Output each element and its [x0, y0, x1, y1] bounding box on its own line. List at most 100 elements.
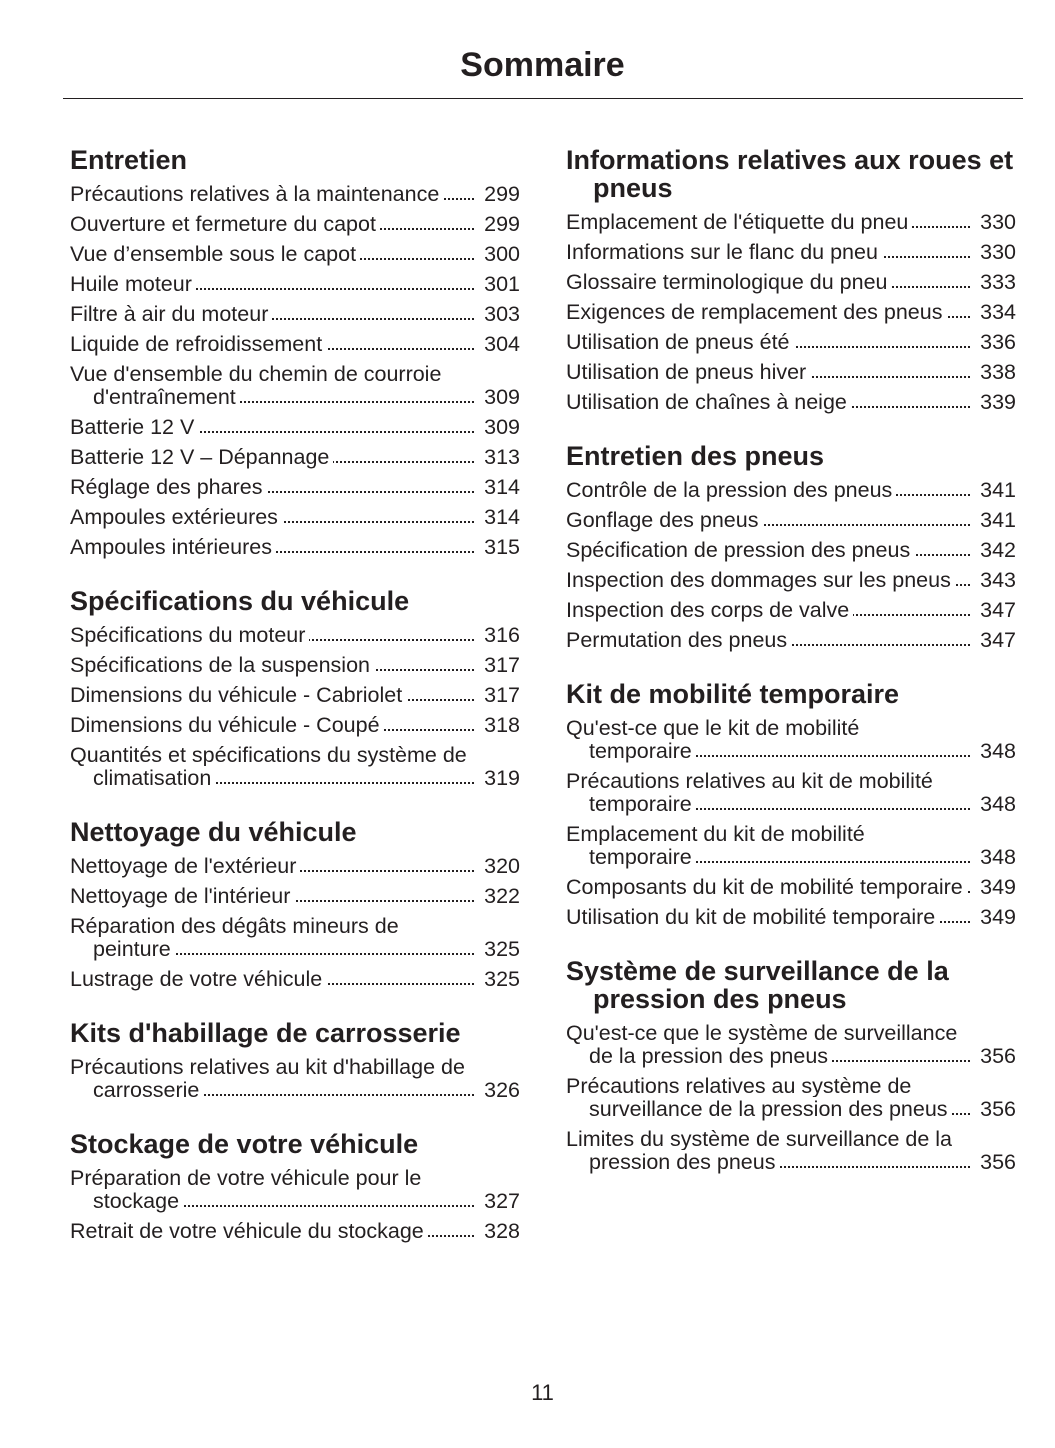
toc-entry: Nettoyage de l'intérieur 322	[70, 882, 520, 912]
section-heading: Entretien des pneus	[566, 441, 825, 471]
entry-title: Limites du système de surveillance de la…	[566, 1127, 952, 1174]
entry-page: 356	[980, 1097, 1016, 1121]
toc-entry: Précautions relatives au kit d'habillage…	[70, 1053, 520, 1106]
toc-entry: Ampoules intérieures 315	[70, 533, 520, 563]
toc-entry: Utilisation de pneus été 336	[566, 328, 1016, 358]
page-title: Sommaire	[460, 46, 625, 84]
section-heading: Stockage de votre véhicule	[70, 1129, 419, 1159]
entry-title: Précautions relatives au kit d'habillage…	[70, 1055, 465, 1102]
section-heading: Kit de mobilité temporaire	[566, 679, 900, 709]
toc-entry: Informations sur le flanc du pneu 330	[566, 238, 1016, 268]
entry-page: 336	[980, 330, 1016, 354]
entry-title: Composants du kit de mobilité temporaire	[566, 875, 967, 899]
entry-page: 299	[484, 212, 520, 236]
entry-page: 299	[484, 182, 520, 206]
toc-entry: Batterie 12 V 309	[70, 413, 520, 443]
entry-page: 343	[980, 568, 1016, 592]
entry-page: 322	[484, 884, 520, 908]
entry-title: Qu'est-ce que le système de surveillance…	[566, 1021, 958, 1068]
toc-entry: Précautions relatives au kit de mobilité…	[566, 767, 1016, 820]
entry-page: 327	[484, 1189, 520, 1213]
toc-section: Entretien des pneus Contrôle de la pressi…	[566, 442, 1016, 656]
entry-title: Inspection des dommages sur les pneus	[566, 568, 955, 592]
toc-entry: Batterie 12 V – Dépannage 313	[70, 443, 520, 473]
toc-entry: Préparation de votre véhicule pour le st…	[70, 1164, 520, 1217]
entry-page: 334	[980, 300, 1016, 324]
toc-entry: Spécifications de la suspension 317	[70, 651, 520, 681]
entry-page: 347	[980, 628, 1016, 652]
entry-title: Utilisation du kit de mobilité temporair…	[566, 905, 940, 929]
toc-entry: Retrait de votre véhicule du stockage 328	[70, 1217, 520, 1247]
entry-title: Emplacement du kit de mobilité temporair…	[566, 822, 865, 869]
entry-page: 315	[484, 535, 520, 559]
toc-entry: Spécification de pression des pneus 342	[566, 536, 1016, 566]
entry-title: Précautions relatives à la maintenance	[70, 182, 444, 206]
toc-entry: Ampoules extérieures 314	[70, 503, 520, 533]
toc-entry: Inspection des corps de valve 347	[566, 596, 1016, 626]
entry-title: Liquide de refroidissement	[70, 332, 327, 356]
entry-page: 349	[980, 875, 1016, 899]
entry-page: 313	[484, 445, 520, 469]
entry-page: 330	[980, 210, 1016, 234]
toc-entry: Vue d’ensemble sous le capot 300	[70, 240, 520, 270]
entry-page: 301	[484, 272, 520, 296]
entry-page: 330	[980, 240, 1016, 264]
entry-page: 341	[980, 508, 1016, 532]
entry-title: Utilisation de pneus hiver	[566, 360, 811, 384]
page-number: 11	[531, 1380, 554, 1405]
entry-title: Exigences de remplacement des pneus	[566, 300, 947, 324]
toc-section: Nettoyage du véhicule Nettoyage de l'exté…	[70, 818, 520, 995]
toc-entry: Huile moteur 301	[70, 270, 520, 300]
entry-title: Inspection des corps de valve	[566, 598, 854, 622]
entry-page: 348	[980, 739, 1016, 763]
entry-page: 320	[484, 854, 520, 878]
toc-section: Kit de mobilité temporaire Qu'est-ce que …	[566, 680, 1016, 933]
entry-page: 341	[980, 478, 1016, 502]
toc-entry: Spécifications du moteur 316	[70, 621, 520, 651]
entry-page: 317	[484, 683, 520, 707]
entry-title: Informations sur le flanc du pneu	[566, 240, 882, 264]
entry-page: 348	[980, 792, 1016, 816]
entry-title: Réparation des dégâts mineurs de peintur…	[70, 914, 399, 961]
entry-page: 333	[980, 270, 1016, 294]
toc-entry: Lustrage de votre véhicule 325	[70, 965, 520, 995]
entry-page: 328	[484, 1219, 520, 1243]
entry-title: Précautions relatives au système de surv…	[566, 1074, 952, 1121]
entry-title: Ampoules extérieures	[70, 505, 282, 529]
section-heading: Spécifications du véhicule	[70, 586, 410, 616]
entry-page: 338	[980, 360, 1016, 384]
entry-title: Filtre à air du moteur	[70, 302, 273, 326]
toc-entry: Gonflage des pneus 341	[566, 506, 1016, 536]
entry-page: 325	[484, 967, 520, 991]
entry-title: Précautions relatives au kit de mobilité…	[566, 769, 933, 816]
entry-title: Spécification de pression des pneus	[566, 538, 915, 562]
entry-title: Nettoyage de l'extérieur	[70, 854, 301, 878]
entry-title: Vue d’ensemble sous le capot	[70, 242, 361, 266]
entry-title: Ouverture et fermeture du capot	[70, 212, 380, 236]
toc-entry: Exigences de remplacement des pneus 334	[566, 298, 1016, 328]
entry-page: 348	[980, 845, 1016, 869]
entry-page: 356	[980, 1044, 1016, 1068]
entry-title: Quantités et spécifications du système d…	[70, 743, 467, 790]
entry-page: 319	[484, 766, 520, 790]
toc-entry: Utilisation de chaînes à neige 339	[566, 388, 1016, 418]
toc-entry: Nettoyage de l'extérieur 320	[70, 852, 520, 882]
entry-title: Dimensions du véhicule - Coupé	[70, 713, 384, 737]
title-rule	[63, 98, 1023, 99]
toc-column: Entretien Précautions relatives à la main…	[70, 146, 520, 1271]
entry-title: Permutation des pneus	[566, 628, 792, 652]
entry-title: Contrôle de la pression des pneus	[566, 478, 897, 502]
toc-entry: Vue d'ensemble du chemin de courroie d'e…	[70, 360, 520, 413]
entry-page: 314	[484, 475, 520, 499]
toc-entry: Qu'est-ce que le kit de mobilité tempora…	[566, 714, 1016, 767]
toc-entry: Emplacement de l'étiquette du pneu 330	[566, 208, 1016, 238]
section-heading: Système de surveillance de la pression d…	[566, 956, 949, 1014]
entry-title: Retrait de votre véhicule du stockage	[70, 1219, 428, 1243]
entry-title: Utilisation de chaînes à neige	[566, 390, 851, 414]
entry-title: Gonflage des pneus	[566, 508, 763, 532]
toc-column: Informations relatives aux roues et pneu…	[566, 146, 1016, 1202]
entry-page: 303	[484, 302, 520, 326]
entry-page: 316	[484, 623, 520, 647]
entry-title: Glossaire terminologique du pneu	[566, 270, 892, 294]
